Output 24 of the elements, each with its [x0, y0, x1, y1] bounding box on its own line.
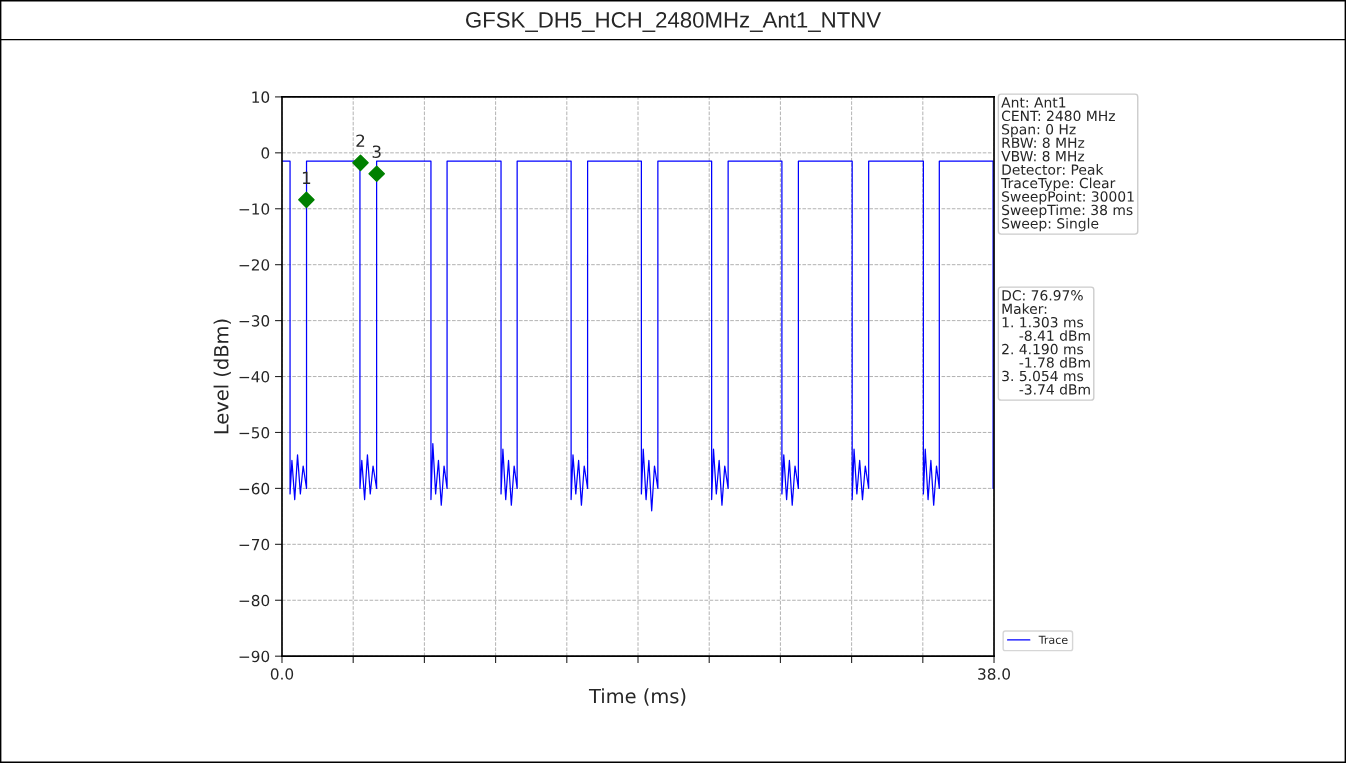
x-tick-label: 38.0 [978, 668, 1011, 680]
text: Ant: Ant1 CENT: 2480 MHz Span: 0 Hz RBW: 8 MHz VBW: 8 MHz Detector: Peak TraceType: Clear SweepPoint: 30001 SweepTime: 38 ms Sweep: Single [1001, 97, 1134, 232]
text: DC: 76.97% Maker: 1. 1.303 ms -8.41 dBm 2. 4.190 ms -1.78 dBm 3. 5.054 ms -3.74 dBm [1002, 290, 1090, 395]
y-tick-label: −20 [239, 259, 270, 271]
legend-label: Trace [1038, 635, 1068, 645]
y-tick-label: 0 [261, 147, 270, 159]
y-tick-label: −10 [239, 203, 270, 215]
y-tick-label: −90 [239, 650, 270, 663]
y-tick-label: −80 [239, 594, 270, 607]
x-axis-title: Time (ms) [588, 688, 686, 706]
annotation: 2 [356, 134, 365, 147]
y-tick-label: −40 [239, 371, 270, 383]
point [368, 165, 385, 183]
y-tick-label: 10 [252, 91, 270, 103]
annotation: 3 [372, 145, 381, 159]
point [298, 191, 315, 209]
y-tick-label: −30 [239, 315, 270, 327]
y-tick-label: −60 [239, 482, 270, 495]
y-tick-label: −50 [239, 426, 270, 439]
x-tick-label: 0.0 [270, 668, 294, 680]
y-tick-label: −70 [239, 538, 270, 551]
point [352, 154, 369, 172]
chart-title: GFSK_DH5_HCH_2480MHz_Ant1_NTNV [466, 12, 882, 32]
y-axis-title: Level (dBm) [213, 319, 231, 434]
